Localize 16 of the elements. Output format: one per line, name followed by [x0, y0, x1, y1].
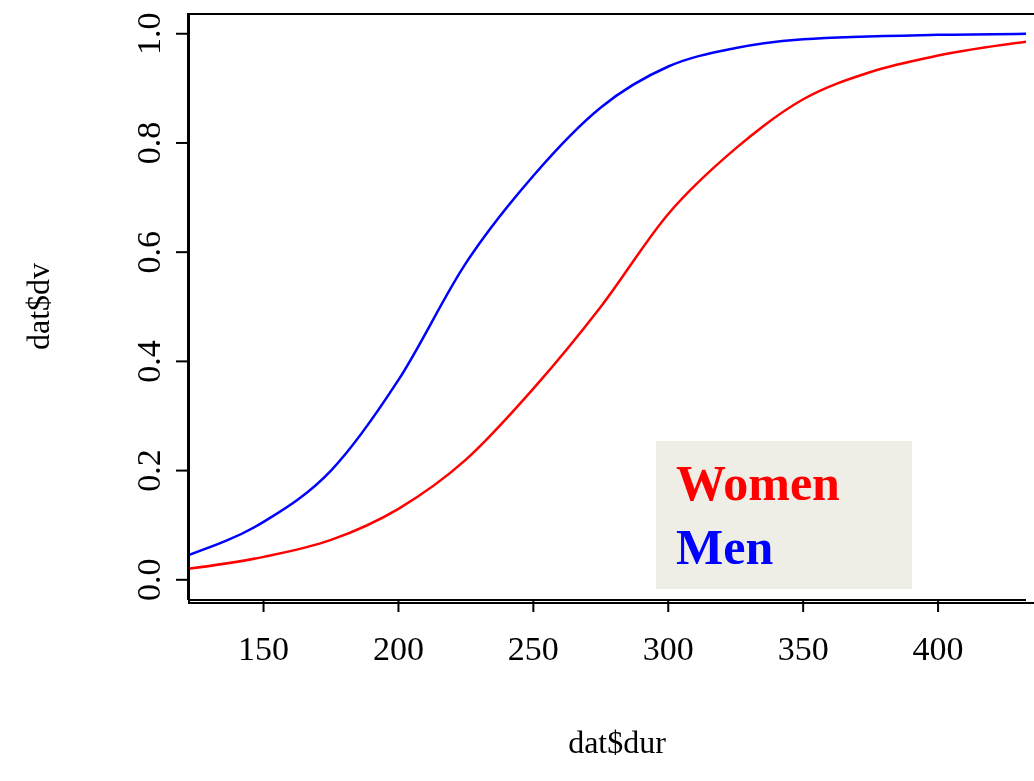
x-tick-label: 250	[507, 630, 559, 668]
x-axis-title: dat$dur	[568, 723, 667, 760]
x-tick-label: 150	[238, 630, 290, 668]
x-tick-label: 200	[372, 630, 424, 668]
y-tick-label: 0.0	[130, 558, 167, 602]
y-axis-title: dat$dv	[20, 262, 57, 351]
x-tick-label: 300	[642, 630, 694, 668]
y-tick-label: 0.4	[130, 340, 167, 383]
x-tick-label: 350	[777, 630, 829, 668]
y-tick-label: 0.6	[130, 230, 167, 274]
text: Men	[676, 518, 775, 577]
y-tick-label: 0.8	[130, 121, 167, 165]
text: Women	[676, 454, 841, 513]
x-tick-label: 400	[912, 630, 964, 668]
y-tick-label: 0.2	[130, 449, 167, 492]
y-tick-label: 1.0	[130, 12, 167, 55]
